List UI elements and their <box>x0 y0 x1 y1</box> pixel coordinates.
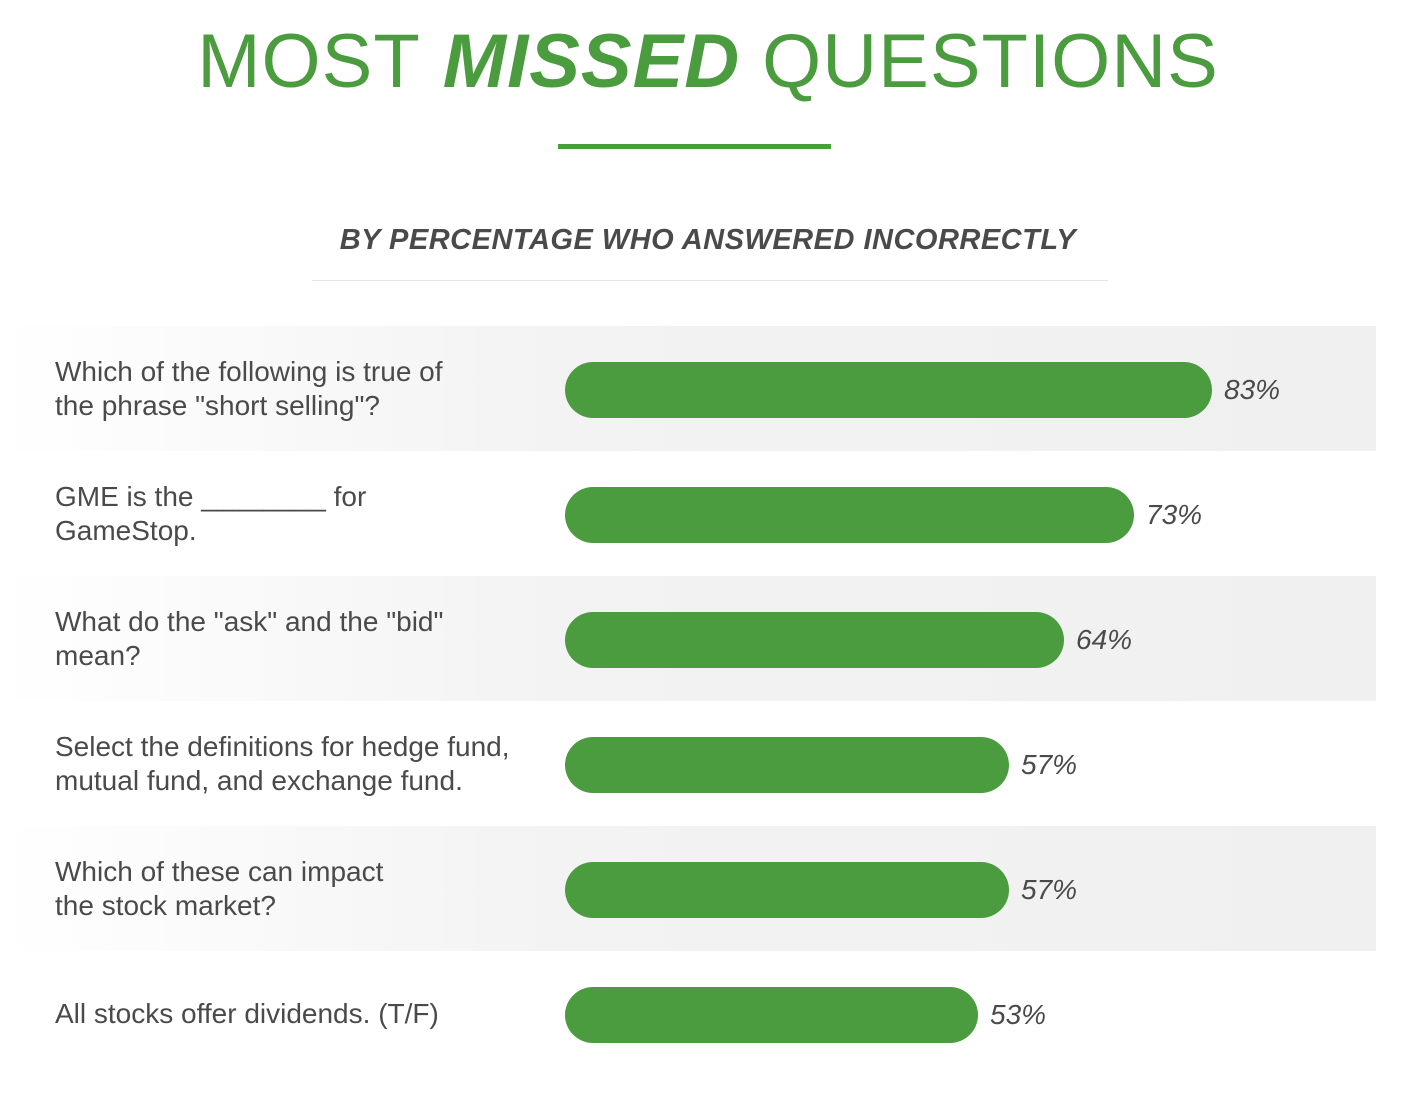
question-label: Which of the following is true of the ph… <box>55 355 443 421</box>
bar <box>565 987 978 1043</box>
bar <box>565 862 1009 918</box>
question-label: What do the "ask" and the "bid" mean? <box>55 605 444 671</box>
chart-row: Select the definitions for hedge fund, m… <box>0 701 1376 826</box>
question-label: GME is the ________ for GameStop. <box>55 480 367 546</box>
bar <box>565 612 1064 668</box>
question-label: All stocks offer dividends. (T/F) <box>55 997 439 1029</box>
title-part-most: MOST <box>197 19 421 104</box>
chart-row: Which of these can impact the stock mark… <box>0 826 1376 951</box>
bar <box>565 487 1134 543</box>
value-label: 57% <box>1021 874 1078 905</box>
question-label: Which of these can impact the stock mark… <box>55 855 384 921</box>
chart-row: All stocks offer dividends. (T/F) 53% <box>0 951 1376 1076</box>
chart-row: Which of the following is true of the ph… <box>0 326 1376 451</box>
value-label: 57% <box>1021 749 1078 780</box>
chart-subtitle: BY PERCENTAGE WHO ANSWERED INCORRECTLY <box>339 224 1077 256</box>
bar <box>565 362 1212 418</box>
title-underline <box>558 144 831 149</box>
value-label: 73% <box>1146 499 1203 530</box>
value-label: 64% <box>1076 624 1133 655</box>
bar <box>565 737 1009 793</box>
subtitle-divider <box>312 280 1108 281</box>
value-label: 83% <box>1224 374 1281 405</box>
page-title: MOST MISSED QUESTIONS <box>0 14 1416 110</box>
chart-row: What do the "ask" and the "bid" mean? 64% <box>0 576 1376 701</box>
title-part-questions: QUESTIONS <box>762 19 1219 104</box>
chart-row: GME is the ________ for GameStop. 73% <box>0 451 1376 576</box>
title-part-missed: MISSED <box>442 19 741 104</box>
question-label: Select the definitions for hedge fund, m… <box>55 730 510 796</box>
value-label: 53% <box>990 999 1047 1030</box>
